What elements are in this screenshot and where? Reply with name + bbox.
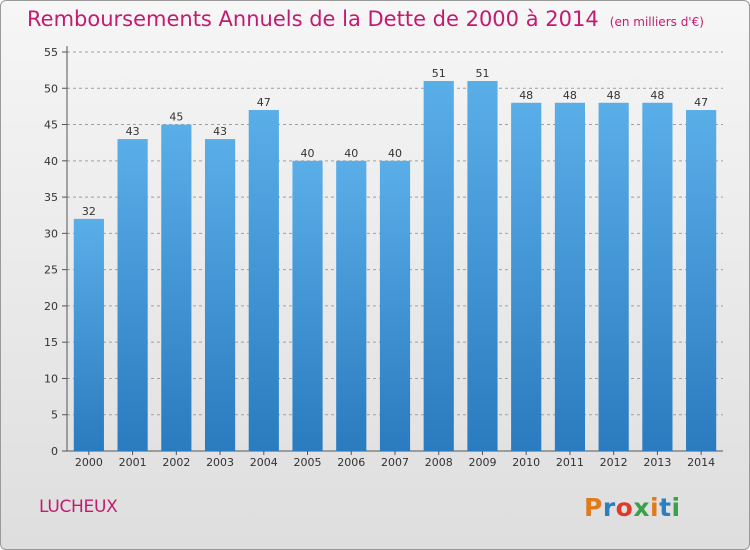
x-tick-label: 2002 — [162, 456, 190, 469]
bar — [467, 81, 498, 451]
x-tick-label: 2012 — [600, 456, 628, 469]
x-tick-label: 2001 — [119, 456, 147, 469]
data-label: 32 — [82, 205, 96, 218]
y-tick-label: 35 — [44, 191, 58, 204]
y-tick-label: 15 — [44, 336, 58, 349]
logo-letter: o — [615, 493, 634, 522]
x-tick-label: 2014 — [687, 456, 715, 469]
chart-unit-note: (en milliers d'€) — [609, 15, 704, 29]
data-label: 45 — [169, 111, 183, 124]
y-tick-label: 20 — [44, 300, 58, 313]
bar — [248, 110, 279, 451]
y-tick-label: 0 — [51, 445, 58, 458]
data-label: 48 — [563, 89, 577, 102]
data-label: 51 — [475, 67, 489, 80]
data-label: 40 — [344, 147, 358, 160]
logo-letter: P — [584, 493, 603, 522]
data-label: 48 — [519, 89, 533, 102]
x-tick-label: 2013 — [643, 456, 671, 469]
y-tick-label: 40 — [44, 155, 58, 168]
bar — [204, 139, 236, 451]
logo-letter: i — [650, 493, 660, 522]
logo-letter: i — [671, 493, 681, 522]
x-tick-label: 2010 — [512, 456, 540, 469]
x-tick-label: 2007 — [381, 456, 409, 469]
bar — [292, 160, 323, 451]
x-tick-label: 2003 — [206, 456, 234, 469]
x-tick-label: 2008 — [425, 456, 453, 469]
logo-letter: r — [602, 493, 616, 522]
y-tick-label: 30 — [44, 227, 58, 240]
bar — [423, 81, 454, 451]
x-tick-label: 2004 — [250, 456, 278, 469]
chart-title-text: Remboursements Annuels de la Dette de 20… — [27, 7, 599, 31]
data-label: 40 — [301, 147, 315, 160]
bar — [73, 218, 104, 451]
bar — [117, 139, 148, 451]
data-label: 48 — [607, 89, 621, 102]
bar — [598, 102, 629, 452]
data-label: 48 — [650, 89, 664, 102]
x-tick-label: 2006 — [337, 456, 365, 469]
y-tick-label: 55 — [44, 46, 58, 59]
y-tick-label: 25 — [44, 264, 58, 277]
x-tick-label: 2005 — [294, 456, 322, 469]
data-label: 40 — [388, 147, 402, 160]
bar — [642, 102, 673, 452]
y-tick-label: 10 — [44, 372, 58, 385]
y-tick-label: 5 — [51, 409, 58, 422]
x-tick-label: 2011 — [556, 456, 584, 469]
chart-title: Remboursements Annuels de la Dette de 20… — [27, 7, 704, 31]
proxiti-logo: Proxiti — [584, 493, 681, 522]
bar — [161, 124, 192, 451]
y-tick-label: 45 — [44, 119, 58, 132]
logo-letter: t — [659, 493, 672, 522]
data-label: 47 — [257, 96, 271, 109]
bar — [686, 110, 717, 451]
town-name: LUCHEUX — [39, 497, 118, 517]
x-tick-label: 2009 — [468, 456, 496, 469]
logo-letter: x — [633, 493, 650, 522]
x-tick-label: 2000 — [75, 456, 103, 469]
bar — [336, 160, 367, 451]
data-label: 43 — [126, 125, 140, 138]
data-label: 51 — [432, 67, 446, 80]
bar — [511, 102, 542, 452]
bar — [379, 160, 411, 451]
y-tick-label: 50 — [44, 82, 58, 95]
data-label: 47 — [694, 96, 708, 109]
bar — [554, 102, 586, 452]
data-label: 43 — [213, 125, 227, 138]
